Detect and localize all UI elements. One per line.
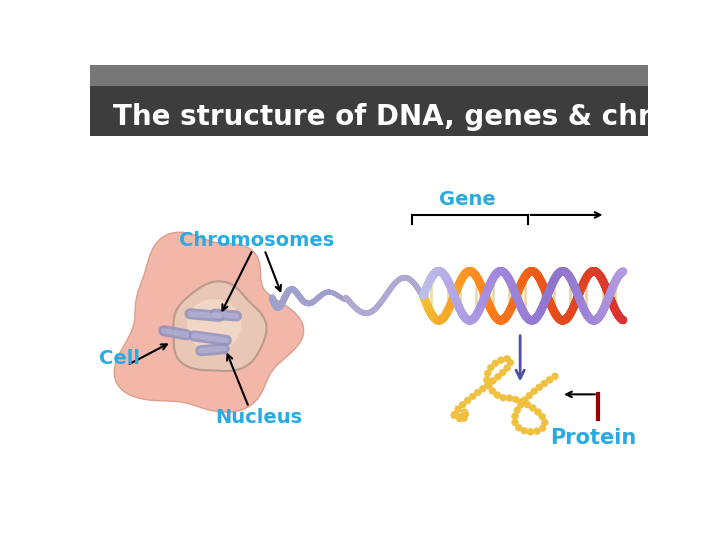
Bar [90,86,648,137]
Circle shape [451,412,458,419]
Circle shape [480,385,486,392]
Circle shape [507,359,514,366]
Circle shape [521,396,528,403]
Circle shape [489,388,496,394]
Circle shape [485,382,492,389]
Circle shape [552,373,559,380]
Text: Gene: Gene [439,190,496,209]
Circle shape [539,425,546,431]
Circle shape [485,381,491,388]
Circle shape [492,360,499,367]
Circle shape [500,394,507,401]
Circle shape [511,413,518,420]
Circle shape [494,392,501,399]
Circle shape [527,428,534,435]
Polygon shape [114,232,304,412]
Circle shape [534,428,541,435]
Circle shape [499,369,506,376]
Circle shape [461,409,468,416]
Circle shape [541,380,548,387]
Circle shape [531,388,538,395]
Circle shape [487,364,494,372]
Circle shape [456,413,463,420]
Circle shape [503,355,510,362]
Circle shape [484,370,491,377]
Circle shape [498,357,504,363]
Circle shape [521,427,528,434]
Circle shape [451,411,458,418]
Circle shape [512,419,518,426]
Circle shape [517,401,524,408]
Polygon shape [174,281,266,371]
Circle shape [529,404,536,411]
Circle shape [495,373,501,380]
Circle shape [514,407,521,414]
Circle shape [461,415,467,422]
Circle shape [469,393,476,400]
Circle shape [518,399,525,406]
Circle shape [541,419,548,426]
Circle shape [546,376,553,383]
Bar [90,65,648,90]
Circle shape [490,377,496,384]
Circle shape [464,397,471,404]
Text: The structure of DNA, genes & chromosomes: The structure of DNA, genes & chromosome… [113,103,720,131]
Circle shape [454,406,462,413]
Circle shape [503,364,510,372]
Text: Nucleus: Nucleus [215,408,302,427]
Circle shape [459,401,467,408]
Circle shape [483,376,490,383]
Circle shape [526,392,533,399]
Circle shape [474,389,481,396]
Circle shape [506,395,513,402]
Text: Chromosomes: Chromosomes [179,231,334,250]
Circle shape [536,384,543,391]
Text: Protein: Protein [551,428,637,448]
Circle shape [512,396,519,403]
Circle shape [534,408,541,415]
Circle shape [539,413,546,420]
Text: Cell: Cell [99,349,140,368]
Circle shape [516,424,522,431]
Circle shape [462,411,469,418]
Circle shape [456,415,463,422]
Ellipse shape [187,299,241,351]
Circle shape [524,401,531,408]
